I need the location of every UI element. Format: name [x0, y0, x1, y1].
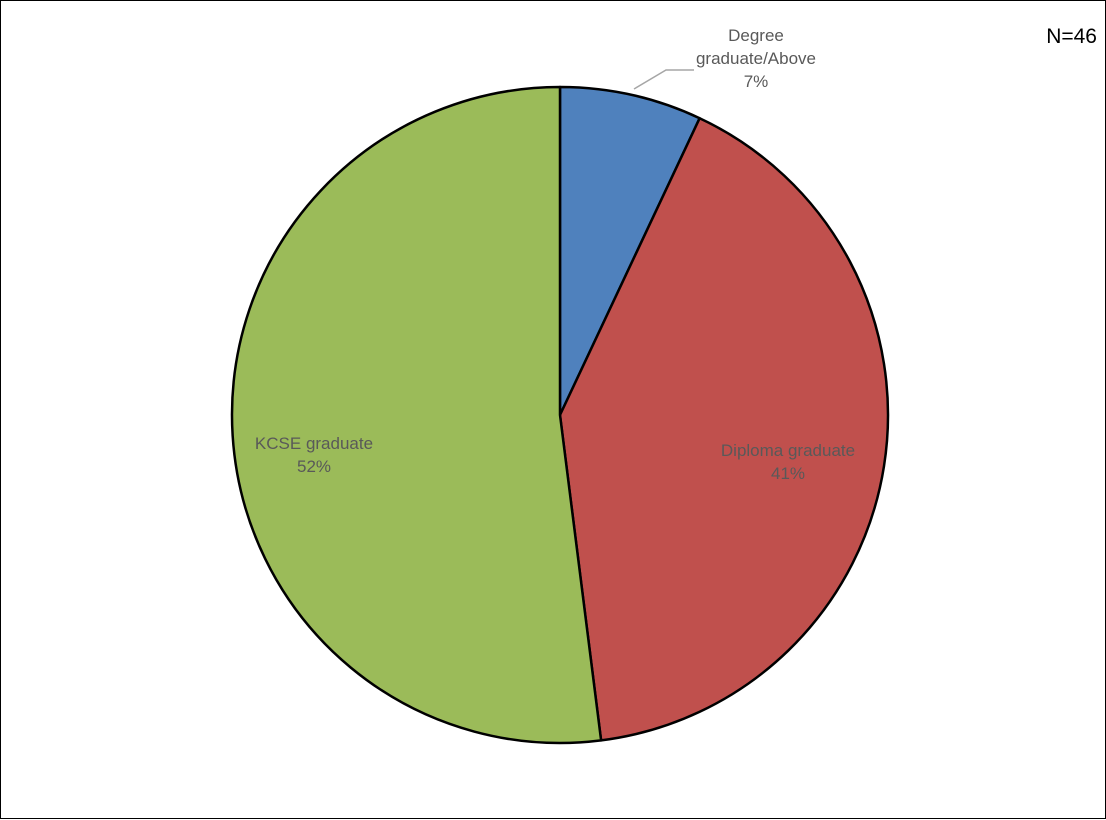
slice-percent-2-1: 52% [297, 457, 331, 476]
leader-line [633, 69, 694, 90]
slice-label-0-0: Degree [728, 26, 784, 45]
slice-percent-1-1: 41% [771, 464, 805, 483]
sample-size-label: N=46 [1046, 25, 1097, 48]
slice-label-1-0: Diploma graduate [721, 441, 855, 460]
slice-label-0-1: graduate/Above [696, 49, 816, 68]
pie-slice-degree-graduate-above [558, 85, 701, 417]
slice-label-2-0: KCSE graduate [255, 434, 373, 453]
pie-slice-diploma-graduate [558, 116, 890, 742]
pie-slice-kcse-graduate [230, 85, 603, 745]
slice-percent-0-2: 7% [744, 72, 769, 91]
